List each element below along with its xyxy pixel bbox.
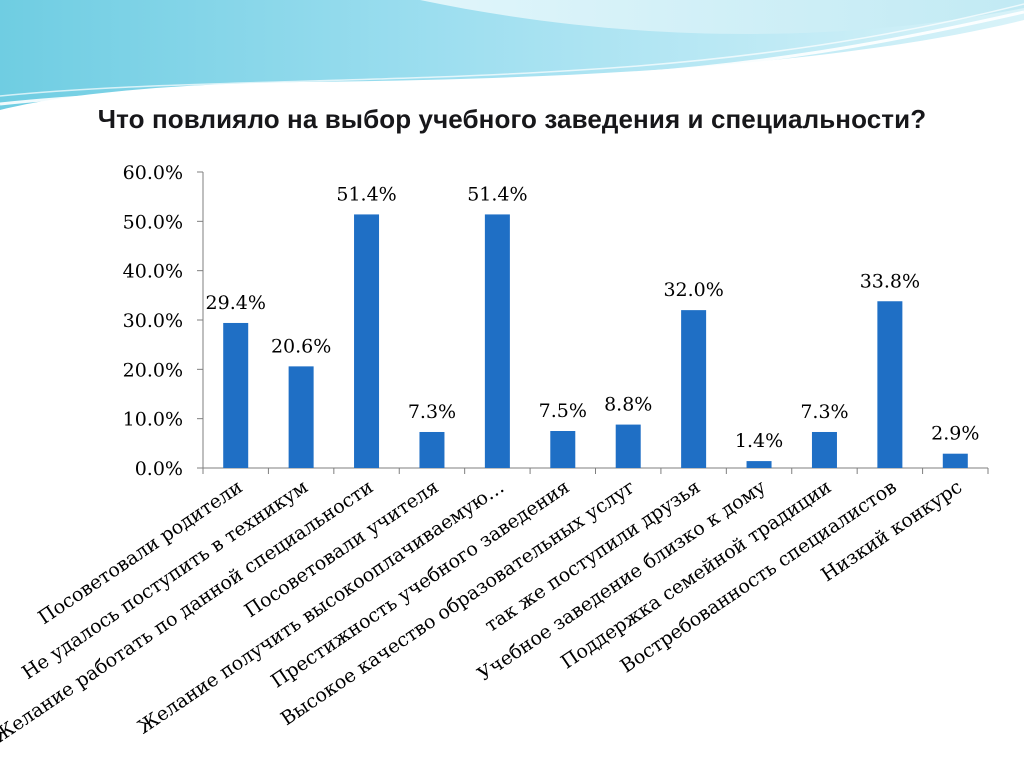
y-tick-label: 30.0%	[123, 310, 183, 332]
bar-value-label: 20.6%	[271, 335, 331, 357]
bar	[811, 431, 837, 468]
bar-value-label: 32.0%	[663, 279, 723, 301]
y-tick-label: 60.0%	[123, 162, 183, 184]
y-tick-label: 40.0%	[123, 261, 183, 283]
bar	[942, 453, 968, 468]
y-tick-label: 0.0%	[135, 458, 183, 480]
bar	[354, 214, 380, 468]
header-light-wave	[420, 0, 1024, 34]
bar	[484, 214, 510, 468]
bar-value-label: 7.3%	[800, 401, 848, 423]
bar-value-label: 51.4%	[336, 183, 396, 205]
bar	[746, 461, 772, 468]
bar	[877, 301, 903, 468]
bar-value-label: 8.8%	[604, 394, 652, 416]
y-tick-label: 20.0%	[123, 359, 183, 381]
bar-value-label: 1.4%	[735, 430, 783, 452]
bar-value-label: 51.4%	[467, 183, 527, 205]
bar-value-label: 7.3%	[408, 401, 456, 423]
bar	[681, 310, 707, 468]
header-white-stripe-2	[0, 3, 1024, 97]
y-tick-label: 10.0%	[123, 409, 183, 431]
bar	[419, 431, 445, 468]
bar	[615, 424, 641, 468]
bar	[288, 366, 314, 468]
bar-value-label: 33.8%	[860, 270, 920, 292]
bar	[550, 431, 576, 468]
header-white-stripe	[0, 10, 1024, 106]
header-wave-decoration	[0, 0, 1024, 110]
bar	[223, 322, 249, 468]
bar-value-label: 2.9%	[931, 423, 979, 445]
y-tick-label: 50.0%	[123, 211, 183, 233]
bar-value-label: 7.5%	[539, 400, 587, 422]
slide-title: Что повлияло на выбор учебного заведения…	[97, 104, 927, 134]
bar-value-label: 29.4%	[206, 292, 266, 314]
